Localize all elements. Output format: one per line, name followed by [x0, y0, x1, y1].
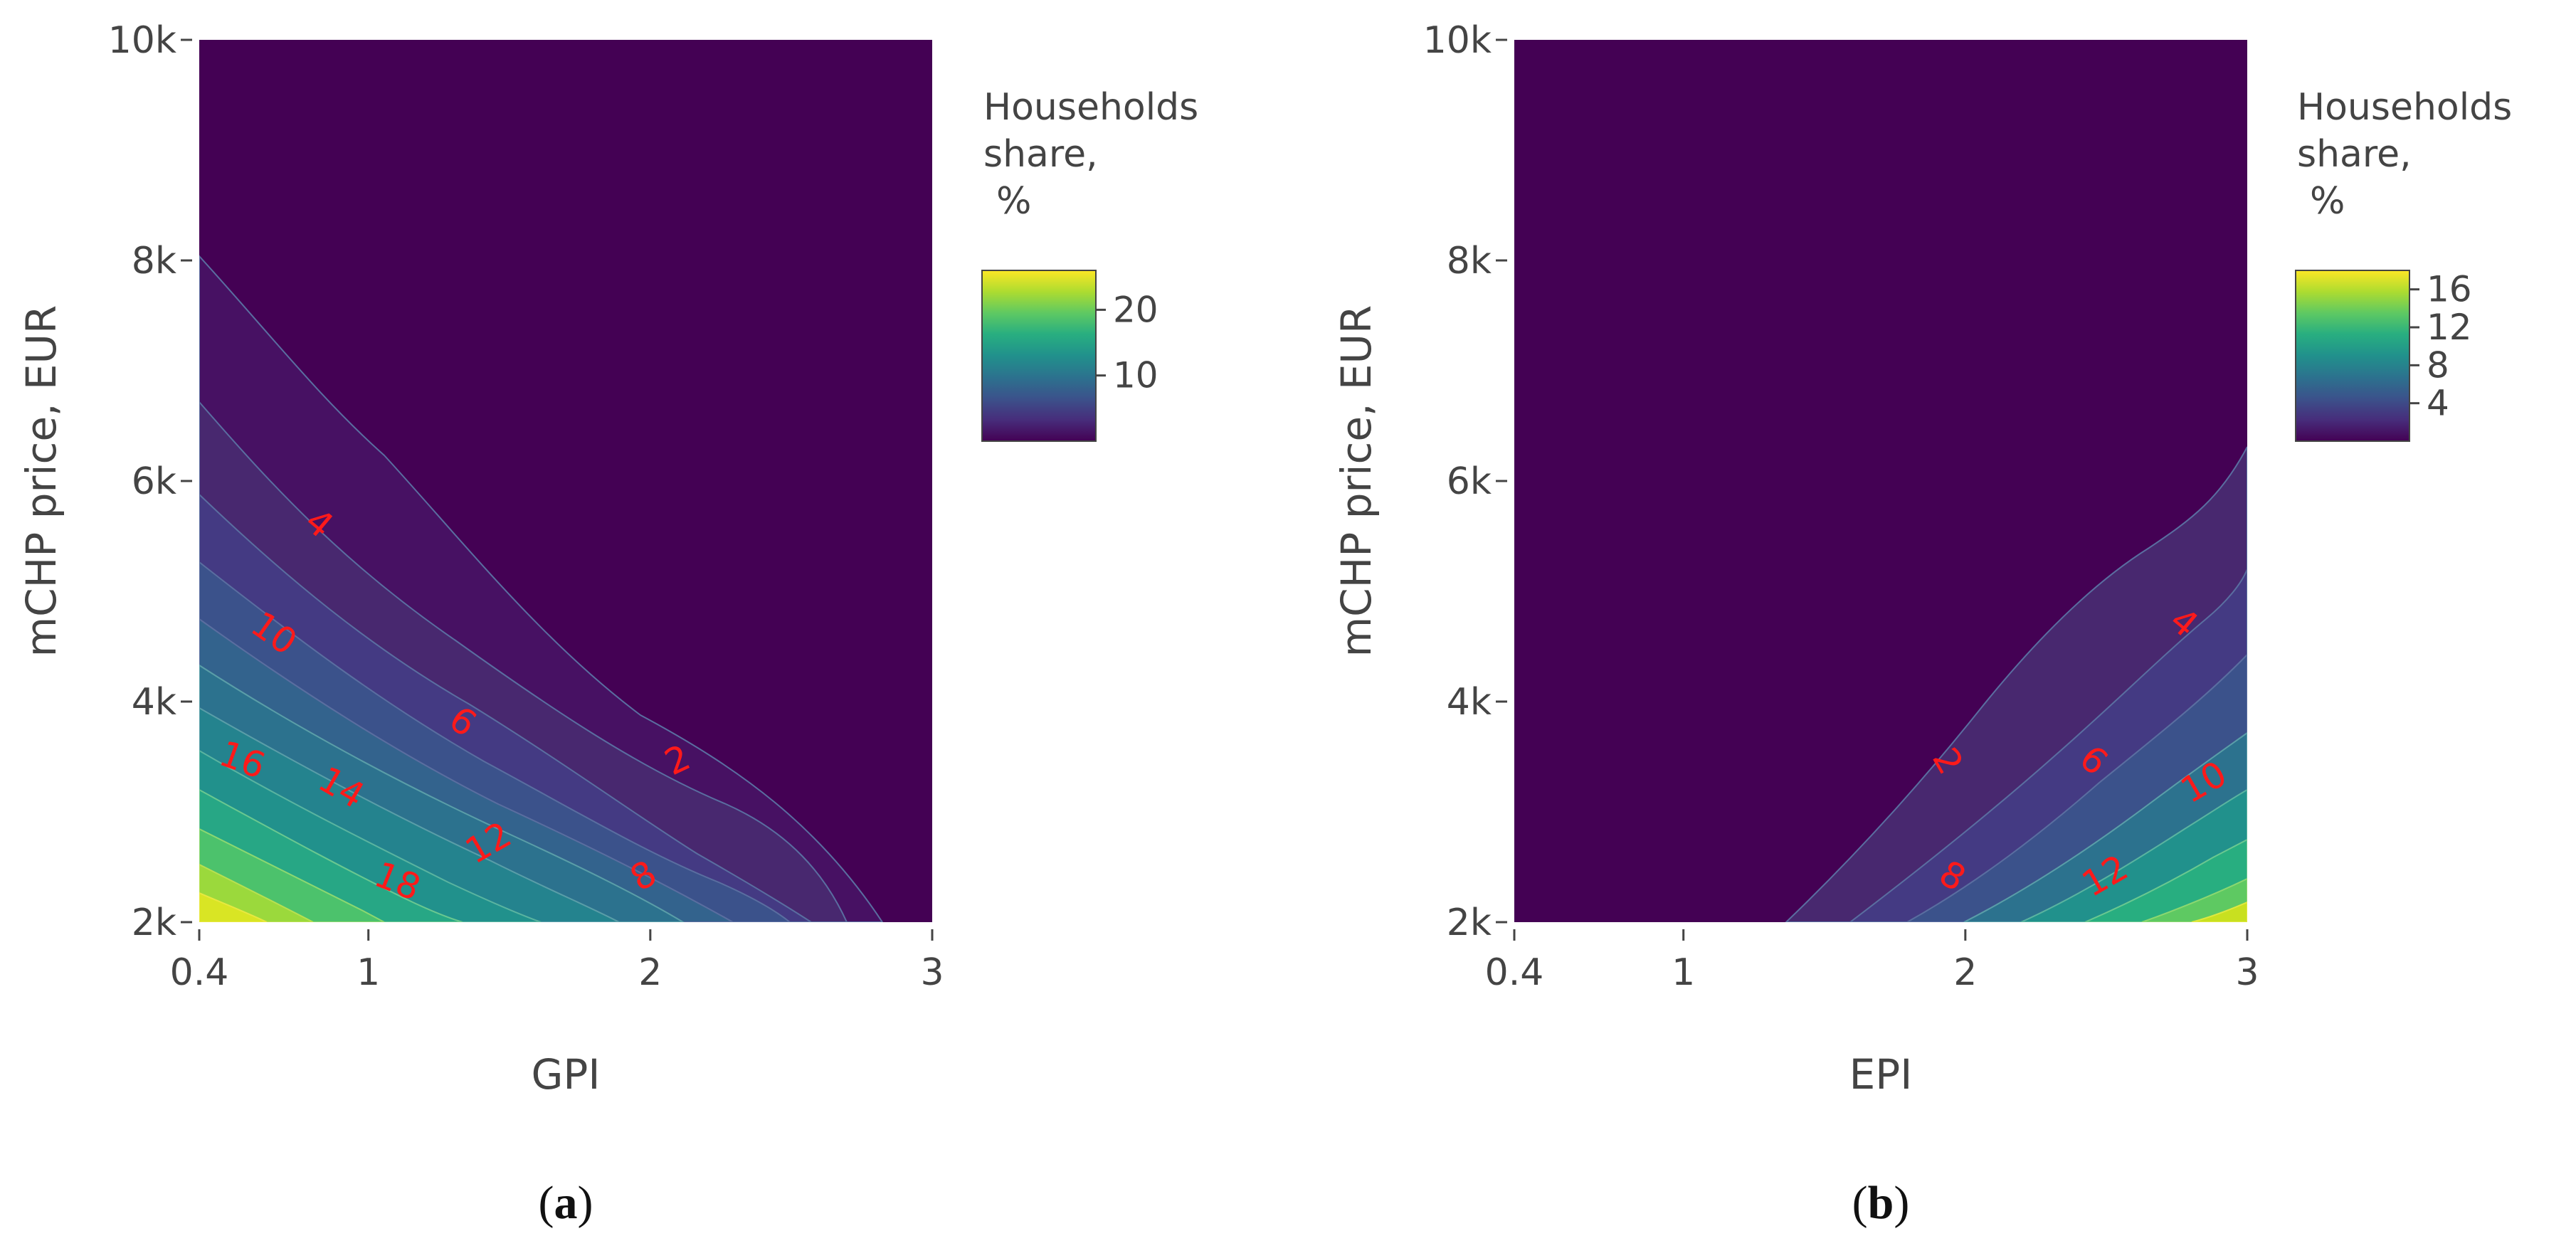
x-tick-label-a-3: 3: [920, 951, 944, 994]
colorbar-title-b-line2: share,: [2297, 133, 2412, 176]
caption-b: (b): [1852, 1177, 1910, 1229]
x-tick-label-b-1: 1: [1672, 951, 1695, 994]
colorbar-tick-label-b-0: 4: [2427, 383, 2449, 424]
colorbar-tick-label-a-1: 20: [1113, 289, 1158, 330]
contour-bands-a: [199, 255, 884, 922]
colorbar-title-b-line1: Households: [2297, 86, 2512, 129]
contour-bands-b: [1785, 446, 2247, 922]
x-tick-label-b-3: 3: [2235, 951, 2259, 994]
colorbar-a: Households share, % 10 20: [981, 86, 1198, 442]
x-axis-a: 0.4 1 2 3: [170, 929, 944, 994]
colorbar-title-a-line3: %: [996, 180, 1031, 223]
x-tick-label-b-0: 0.4: [1485, 951, 1544, 994]
colorbar-a-bar: [981, 270, 1097, 442]
y-tick-label-a-4: 10k: [108, 19, 176, 62]
colorbar-title-b-line3: %: [2310, 180, 2345, 223]
y-tick-label-b-2: 6k: [1447, 460, 1492, 503]
x-axis-title-b: EPI: [1849, 1050, 1913, 1099]
colorbar-b-bar: [2295, 270, 2410, 442]
colorbar-title-a-line2: share,: [983, 133, 1098, 176]
band-b-8: [2191, 901, 2247, 922]
y-tick-label-a-3: 8k: [132, 240, 176, 282]
colorbar-tick-label-b-2: 12: [2427, 307, 2472, 348]
y-axis-title-a: mCHP price, EUR: [17, 305, 65, 657]
x-tick-label-a-2: 2: [638, 951, 662, 994]
y-axis-a: 2k 4k 6k 8k 10k: [108, 19, 192, 944]
y-tick-label-b-1: 4k: [1447, 681, 1492, 724]
caption-a: (a): [539, 1177, 593, 1229]
colorbar-title-a-line1: Households: [983, 86, 1198, 129]
colorbar-tick-label-b-1: 8: [2427, 344, 2449, 386]
y-tick-label-b-0: 2k: [1447, 902, 1492, 944]
x-axis-title-a: GPI: [531, 1050, 600, 1099]
colorbar-tick-label-b-3: 16: [2427, 269, 2472, 310]
y-tick-label-b-3: 8k: [1447, 240, 1492, 282]
x-tick-label-a-1: 1: [357, 951, 380, 994]
x-tick-label-a-0: 0.4: [170, 951, 229, 994]
y-tick-label-a-0: 2k: [132, 902, 176, 944]
y-axis-title-b: mCHP price, EUR: [1332, 305, 1381, 657]
y-tick-label-b-4: 10k: [1423, 19, 1492, 62]
band-b-7: [2141, 877, 2247, 922]
y-axis-b: 2k 4k 6k 8k 10k: [1423, 19, 1507, 944]
colorbar-a-ticks: 10 20: [1096, 289, 1158, 396]
x-axis-b: 0.4 1 2 3: [1485, 929, 2259, 994]
y-tick-label-a-1: 4k: [132, 681, 176, 724]
band-a-12: [199, 892, 268, 922]
colorbar-tick-label-a-0: 10: [1113, 355, 1158, 396]
x-tick-label-b-2: 2: [1953, 951, 1977, 994]
y-tick-label-a-2: 6k: [132, 460, 176, 503]
